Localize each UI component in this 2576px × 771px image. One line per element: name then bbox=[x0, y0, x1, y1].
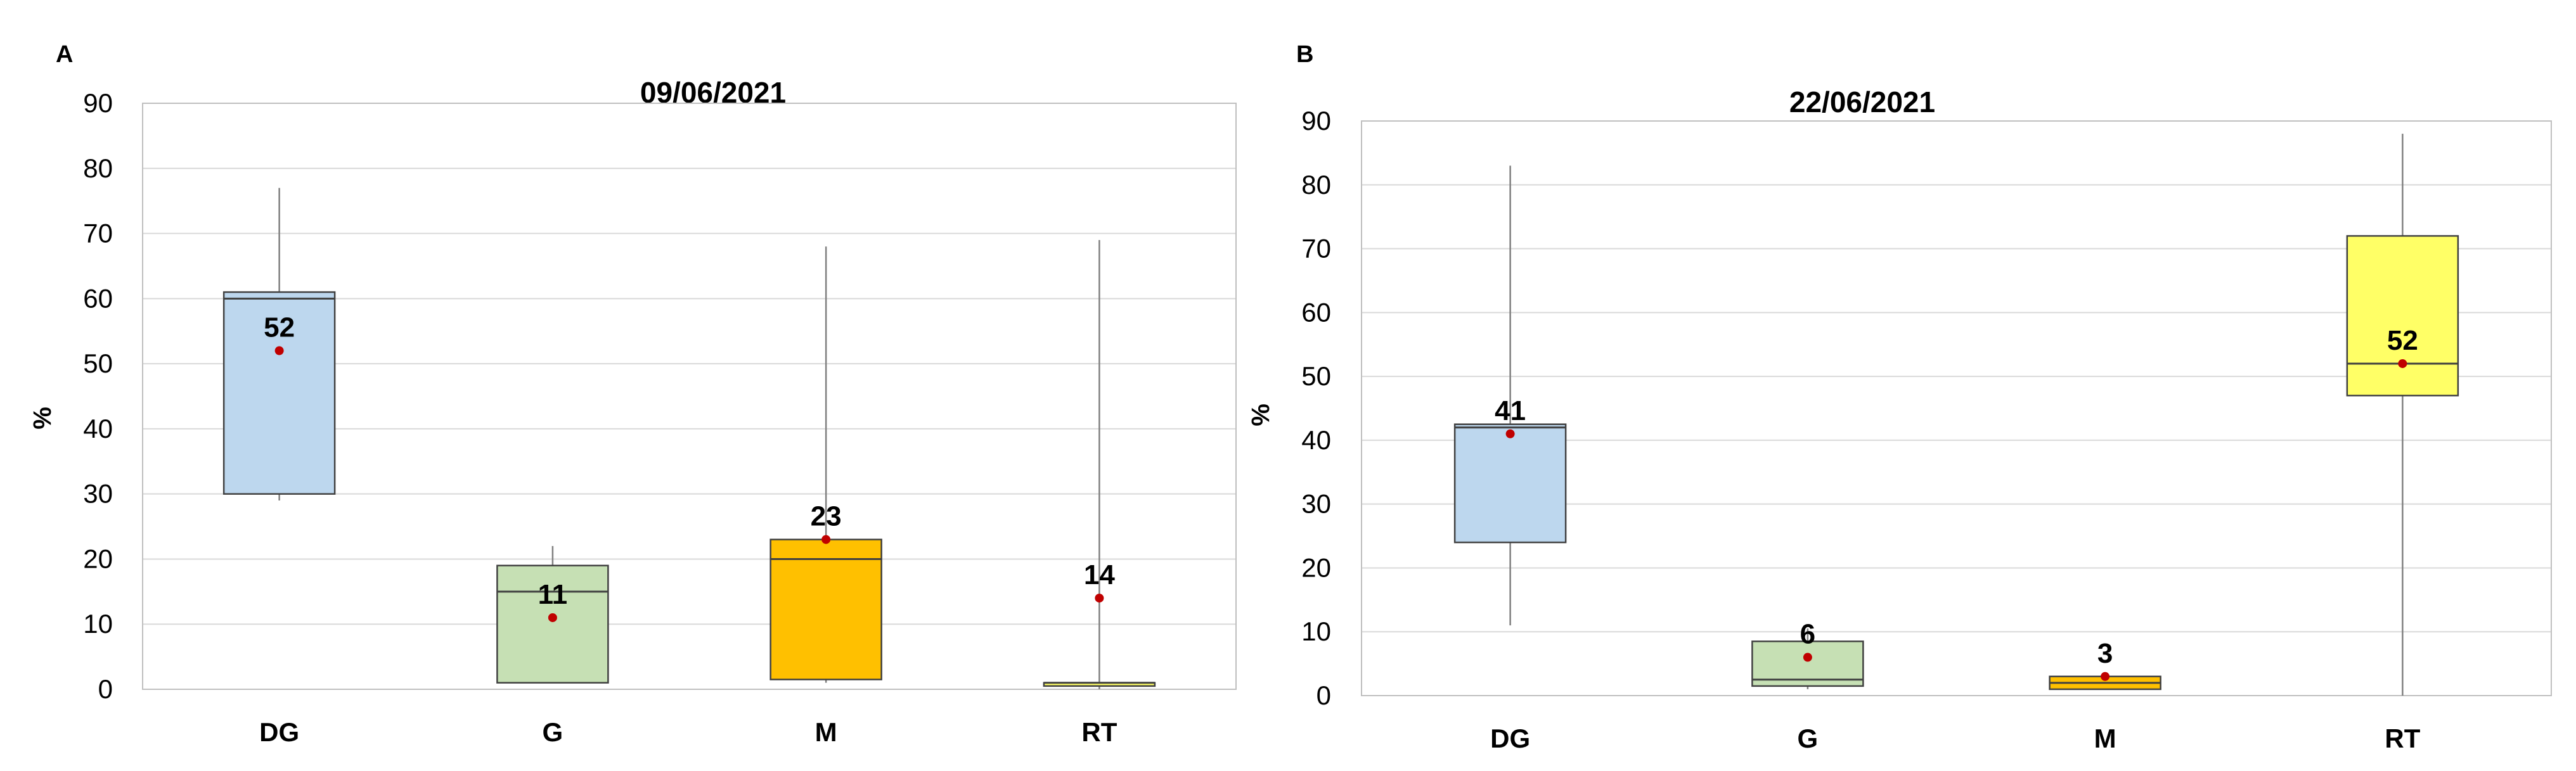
x-category-label-b-m: M bbox=[2094, 723, 2116, 753]
y-tick-label-b-0: 0 bbox=[1317, 680, 1331, 710]
chart-panel-a: A 09/06/2021 % 0 10 20 30 40 50 60 70 80 90 52 11 2… bbox=[29, 41, 1237, 747]
x-labels-a: DG G M RT bbox=[259, 717, 1117, 747]
y-tick-label-b-60: 60 bbox=[1301, 297, 1331, 327]
box-group-b-rt: 52 bbox=[2346, 134, 2459, 696]
mean-label-a-g: 11 bbox=[538, 579, 568, 610]
box-a-dg bbox=[222, 291, 336, 495]
box-group-b-m: 3 bbox=[2049, 638, 2161, 691]
box-group-a-dg: 52 bbox=[222, 188, 336, 500]
x-category-label-a-m: M bbox=[815, 717, 837, 747]
mean-marker-a-rt bbox=[1095, 594, 1104, 603]
chart-title-b: 22/06/2021 bbox=[1789, 86, 1935, 118]
plot-area-a bbox=[142, 103, 1237, 690]
mean-label-a-dg: 52 bbox=[264, 312, 295, 343]
mean-marker-b-m bbox=[2101, 672, 2110, 681]
y-tick-label-b-40: 40 bbox=[1301, 425, 1331, 455]
panel-letter-b: B bbox=[1296, 41, 1313, 68]
panel-letter-a: A bbox=[56, 41, 73, 68]
y-tick-label-a-50: 50 bbox=[83, 348, 113, 378]
y-tick-label-b-80: 80 bbox=[1301, 170, 1331, 200]
y-ticks-b: 0 10 20 30 40 50 60 70 80 90 bbox=[1301, 106, 1331, 710]
y-tick-label-a-90: 90 bbox=[83, 88, 113, 118]
y-tick-label-a-40: 40 bbox=[83, 414, 113, 443]
y-tick-label-a-10: 10 bbox=[83, 609, 113, 639]
box-group-b-g: 6 bbox=[1751, 619, 1864, 689]
mean-marker-a-dg bbox=[274, 346, 284, 355]
x-labels-b: DG G M RT bbox=[1490, 723, 2421, 753]
y-tick-label-b-90: 90 bbox=[1301, 106, 1331, 136]
mean-label-b-g: 6 bbox=[1800, 619, 1815, 650]
box-a-m bbox=[770, 538, 882, 680]
box-b-dg bbox=[1453, 423, 1567, 544]
y-ticks-a: 0 10 20 30 40 50 60 70 80 90 bbox=[83, 88, 113, 704]
y-tick-label-b-10: 10 bbox=[1301, 616, 1331, 646]
x-category-label-a-dg: DG bbox=[259, 717, 299, 747]
x-category-label-b-g: G bbox=[1798, 723, 1819, 753]
y-axis-title-b: % bbox=[1247, 404, 1275, 426]
mean-label-b-m: 3 bbox=[2097, 638, 2113, 669]
box-b-g bbox=[1751, 640, 1864, 687]
mean-label-b-dg: 41 bbox=[1495, 395, 1526, 426]
box-group-a-rt: 14 bbox=[1043, 239, 1156, 689]
y-tick-label-a-80: 80 bbox=[83, 153, 113, 183]
box-group-b-dg: 41 bbox=[1453, 165, 1567, 626]
mean-marker-b-dg bbox=[1505, 429, 1515, 438]
y-tick-label-a-20: 20 bbox=[83, 544, 113, 573]
mean-marker-a-m bbox=[821, 535, 831, 544]
grid-b bbox=[1361, 120, 2552, 696]
chart-title-a: 09/06/2021 bbox=[640, 76, 786, 109]
boxes-a: 52 11 23 14 bbox=[222, 188, 1156, 689]
mean-marker-b-g bbox=[1803, 653, 1812, 662]
box-group-a-m: 23 bbox=[770, 246, 882, 683]
y-tick-label-a-30: 30 bbox=[83, 479, 113, 509]
box-group-a-g: 11 bbox=[496, 545, 609, 684]
y-tick-label-b-70: 70 bbox=[1301, 234, 1331, 264]
chart-panel-b: B 22/06/2021 % 0 10 20 30 40 50 60 70 80 90 41 6 3 5… bbox=[1247, 41, 2552, 753]
y-tick-label-b-30: 30 bbox=[1301, 489, 1331, 519]
box-a-g bbox=[496, 564, 609, 684]
y-tick-label-b-50: 50 bbox=[1301, 361, 1331, 391]
plot-area-b bbox=[1361, 120, 2552, 696]
mean-marker-a-g bbox=[548, 613, 557, 622]
mean-label-a-rt: 14 bbox=[1084, 559, 1115, 590]
y-tick-label-b-20: 20 bbox=[1301, 552, 1331, 582]
mean-label-a-m: 23 bbox=[811, 501, 842, 532]
box-b-rt bbox=[2346, 235, 2459, 397]
x-category-label-a-g: G bbox=[543, 717, 564, 747]
y-axis-title-a: % bbox=[29, 407, 56, 430]
x-category-label-b-dg: DG bbox=[1490, 723, 1530, 753]
x-category-label-a-rt: RT bbox=[1081, 717, 1117, 747]
mean-marker-b-rt bbox=[2398, 359, 2407, 368]
mean-label-b-rt: 52 bbox=[2387, 325, 2418, 356]
y-tick-label-a-0: 0 bbox=[98, 674, 113, 704]
y-tick-label-a-60: 60 bbox=[83, 283, 113, 313]
boxes-b: 41 6 3 52 bbox=[1453, 134, 2459, 696]
y-tick-label-a-70: 70 bbox=[83, 219, 113, 248]
x-category-label-b-rt: RT bbox=[2385, 723, 2420, 753]
